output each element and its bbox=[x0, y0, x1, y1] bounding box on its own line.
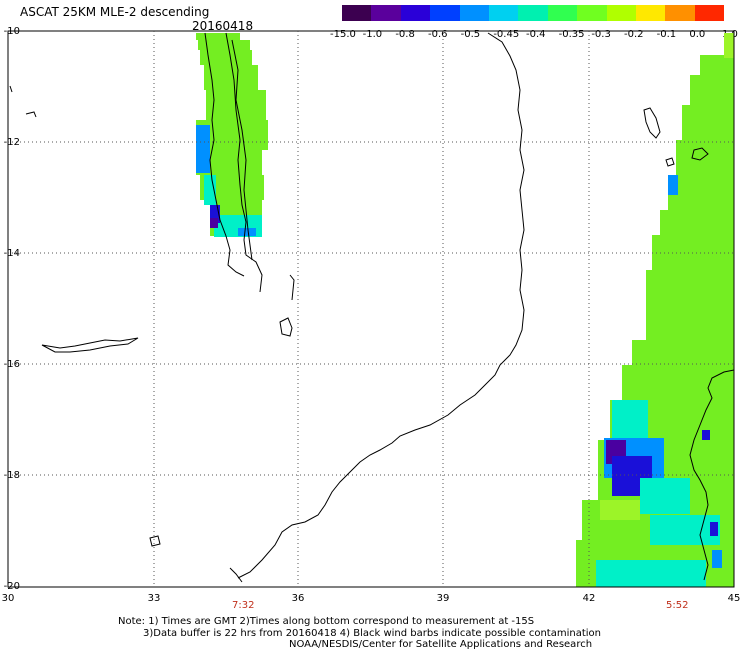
lat-label: -16 bbox=[4, 359, 20, 370]
swath-cell bbox=[668, 175, 734, 210]
colorbar-stripe bbox=[547, 5, 578, 21]
colorbar-stripe bbox=[635, 5, 666, 21]
colorbar-label: -1.0 bbox=[362, 29, 383, 40]
swath-cell bbox=[640, 478, 690, 514]
swath-cell bbox=[710, 522, 718, 536]
lat-label: -20 bbox=[4, 581, 20, 592]
lon-label: 45 bbox=[728, 593, 740, 604]
lat-label: -12 bbox=[4, 137, 20, 148]
map-frame bbox=[7, 30, 735, 588]
note-line-3: NOAA/NESDIS/Center for Satellite Applica… bbox=[289, 639, 593, 650]
colorbar-label: -0.2 bbox=[624, 29, 644, 40]
colorbar-stripe bbox=[518, 5, 548, 21]
swath-cell bbox=[196, 33, 240, 40]
lat-label: -14 bbox=[4, 248, 20, 259]
chart-date: 20160418 bbox=[192, 19, 254, 33]
colorbar bbox=[342, 5, 725, 21]
lon-label: 30 bbox=[2, 593, 15, 604]
colorbar-stripe bbox=[459, 5, 489, 21]
swath-cell bbox=[210, 218, 218, 228]
swath-cell bbox=[676, 140, 734, 175]
colorbar-stripe bbox=[665, 5, 695, 21]
pass-time-east: 5:52 bbox=[666, 600, 689, 611]
colorbar-label: -0.45 bbox=[493, 29, 520, 40]
colorbar-label: -0.3 bbox=[591, 29, 611, 40]
swath-cell bbox=[632, 340, 734, 365]
colorbar-label: -0.5 bbox=[460, 29, 481, 40]
swath-cell bbox=[712, 550, 722, 568]
longitude-labels: 30 33 36 39 42 45 bbox=[2, 593, 740, 604]
colorbar-stripe bbox=[488, 5, 519, 21]
swath-cell bbox=[622, 365, 734, 400]
note-line-2: 3)Data buffer is 22 hrs from 20160418 4)… bbox=[143, 628, 601, 639]
swath-cell bbox=[668, 175, 678, 195]
swath-cell bbox=[612, 400, 648, 440]
lat-label: -10 bbox=[4, 26, 20, 37]
lon-label: 33 bbox=[148, 593, 161, 604]
colorbar-label: -0.35 bbox=[558, 29, 585, 40]
colorbar-stripe bbox=[577, 5, 607, 21]
swath-cell bbox=[660, 210, 734, 235]
note-line-1: Note: 1) Times are GMT 2)Times along bot… bbox=[118, 616, 535, 627]
colorbar-label: -0.8 bbox=[395, 29, 415, 40]
lon-label: 36 bbox=[292, 593, 305, 604]
gridlines bbox=[8, 31, 734, 587]
pass-time-west: 7:32 bbox=[232, 600, 255, 611]
colorbar-stripe bbox=[694, 5, 725, 21]
chart-title: ASCAT 25KM MLE-2 descending bbox=[20, 5, 210, 19]
swath-cell bbox=[682, 105, 734, 140]
swath-cell bbox=[690, 75, 734, 105]
colorbar-stripe bbox=[430, 5, 460, 21]
swath-cell bbox=[596, 560, 706, 587]
swath-cell bbox=[650, 515, 720, 545]
swath-cell bbox=[600, 500, 640, 520]
colorbar-stripe bbox=[371, 5, 401, 21]
colorbar-label: -0.1 bbox=[656, 29, 677, 40]
swath-cell bbox=[724, 33, 734, 58]
colorbar-label: -0.6 bbox=[428, 29, 448, 40]
colorbar-stripe bbox=[400, 5, 431, 21]
coastlines bbox=[9, 32, 735, 583]
colorbar-stripe bbox=[606, 5, 636, 21]
colorbar-label: -15.0 bbox=[330, 29, 356, 40]
lon-label: 39 bbox=[437, 593, 450, 604]
swath-east bbox=[576, 33, 734, 587]
colorbar-label: -0.4 bbox=[526, 29, 546, 40]
swath-cell bbox=[198, 40, 250, 50]
swath-cell bbox=[200, 50, 252, 65]
latitude-labels: -10 -12 -14 -16 -18 -20 bbox=[4, 26, 20, 592]
lon-label: 42 bbox=[583, 593, 596, 604]
lat-label: -18 bbox=[4, 470, 20, 481]
swath-cell bbox=[210, 205, 220, 223]
swath-cell bbox=[646, 270, 734, 340]
swath-west bbox=[196, 33, 268, 237]
colorbar-stripe bbox=[342, 5, 372, 21]
swath-cell bbox=[238, 228, 256, 236]
swath-cell bbox=[196, 125, 210, 173]
swath-cell bbox=[700, 55, 734, 75]
swath-cell bbox=[702, 430, 710, 440]
colorbar-label: 0.0 bbox=[689, 29, 706, 40]
